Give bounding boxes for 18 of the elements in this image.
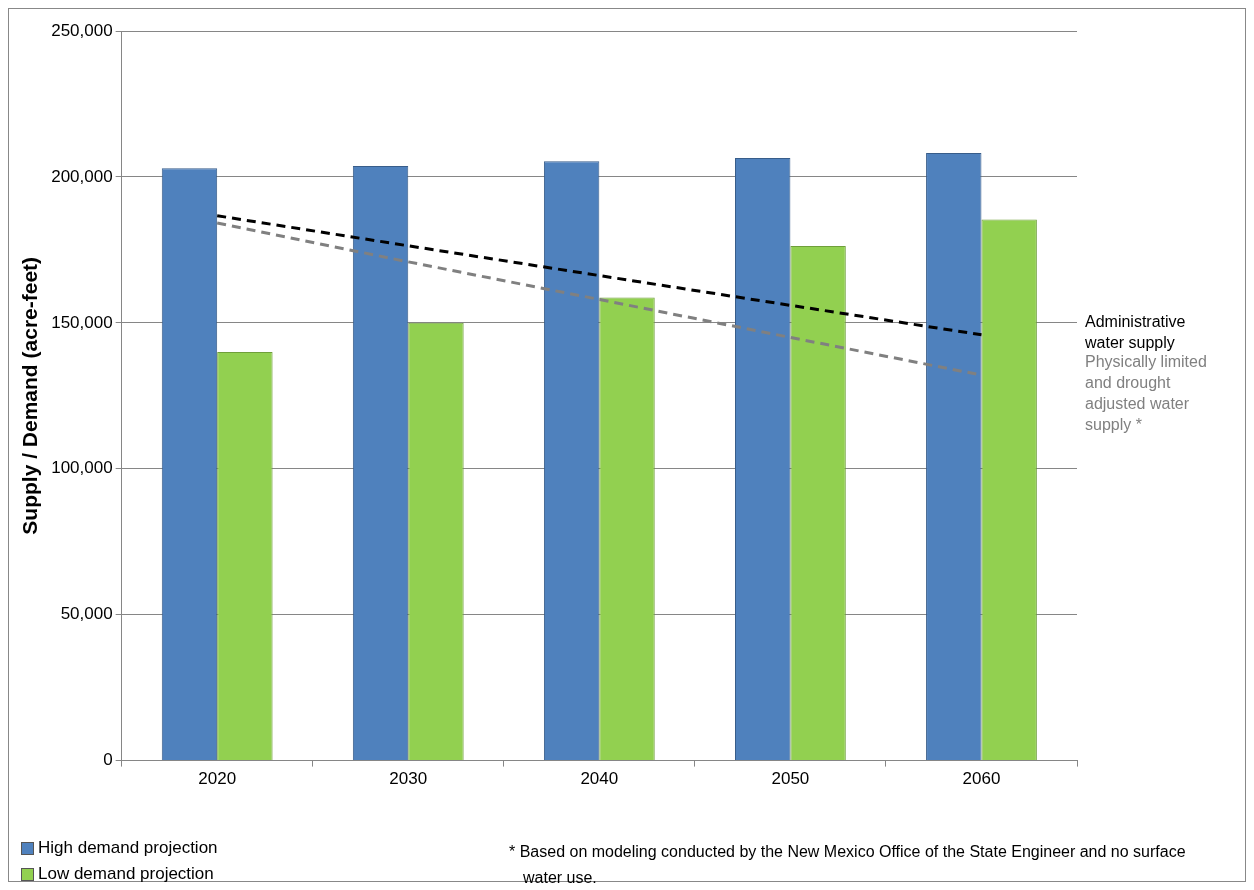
text: * Based on modeling conducted by the New Mexico Office of the State Engineer and no surface water use. xyxy=(509,842,1187,888)
y-axis-title: Supply / Demand (acre-feet) xyxy=(18,256,42,535)
line-series xyxy=(215,214,983,337)
y-tick-label: 200,000 xyxy=(51,166,113,186)
y-tick-label: 150,000 xyxy=(51,312,113,332)
text: Administrative water supply xyxy=(1084,313,1186,352)
y-tick-label: 100,000 xyxy=(51,458,113,478)
y-tick-label: 250,000 xyxy=(51,20,113,40)
x-tick-label: 2040 xyxy=(580,769,619,789)
legend-label: High demand projection xyxy=(38,838,218,858)
x-tick-label: 2020 xyxy=(198,769,237,789)
text: Physically limited and drought adjusted water supply * xyxy=(1085,353,1207,434)
legend-label: Low demand projection xyxy=(38,864,214,884)
x-tick-label: 2060 xyxy=(962,769,1001,789)
y-tick-label: 0 xyxy=(103,750,113,770)
x-tick-label: 2030 xyxy=(389,769,428,789)
x-tick-label: 2050 xyxy=(771,769,810,789)
y-tick-label: 50,000 xyxy=(60,604,113,624)
